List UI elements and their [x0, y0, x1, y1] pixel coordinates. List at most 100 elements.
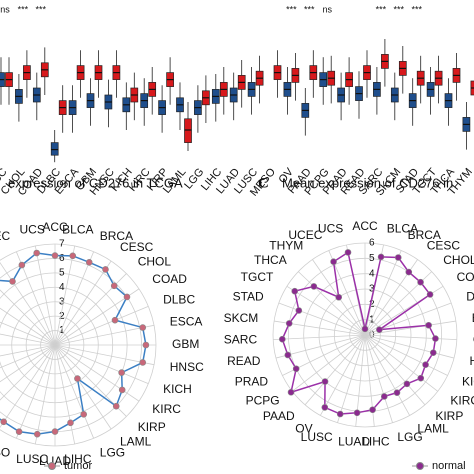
r-tick-label: 7	[59, 239, 65, 250]
category-label: LUAD	[338, 435, 370, 449]
radar-point	[33, 430, 41, 438]
spoke	[364, 334, 410, 416]
radar-point	[292, 365, 300, 373]
category-label: ACC	[352, 219, 378, 233]
category-label: UCEC	[0, 229, 11, 243]
category-label: BLCA	[387, 221, 418, 235]
category-label: DLBC	[163, 292, 195, 306]
category-label: OV	[295, 422, 312, 436]
significance-label: ***	[376, 4, 387, 14]
category-label: PCPG	[246, 393, 280, 407]
radar-point	[377, 253, 385, 261]
category-label: LUAD	[39, 454, 71, 468]
radar-line	[0, 252, 147, 435]
spoke	[364, 334, 457, 341]
radar-point	[33, 249, 41, 257]
category-label: ESCA	[170, 314, 203, 328]
category-label: ESCA	[472, 311, 474, 325]
significance-label: ***	[18, 4, 29, 14]
r-tick-label: 1	[59, 325, 65, 336]
radar-point	[393, 389, 401, 396]
category-label: SKCM	[224, 311, 259, 325]
radar-point	[369, 406, 376, 414]
radar-point	[67, 419, 74, 427]
category-label: KICH	[163, 382, 192, 396]
radar-point	[344, 249, 352, 256]
spoke	[54, 344, 76, 445]
category-label: READ	[227, 354, 261, 368]
category-label: LAML	[417, 422, 449, 436]
spoke	[364, 334, 448, 376]
radar-point	[403, 380, 411, 388]
radar-point	[422, 361, 429, 369]
spoke	[0, 261, 56, 346]
radar-title: Mean expression of CD276 in	[282, 175, 453, 190]
category-label: HNSC	[470, 354, 474, 368]
legend-label: normal	[432, 460, 466, 472]
radar-point	[85, 259, 93, 266]
radar-point	[405, 268, 413, 276]
spoke	[0, 321, 56, 346]
radar-point	[139, 324, 147, 331]
radar-point	[69, 252, 77, 260]
radar-point	[336, 410, 344, 418]
category-label: GBM	[172, 337, 199, 351]
r-tick-label: 6	[59, 253, 65, 264]
radar-point	[285, 320, 293, 327]
radar-point	[353, 409, 361, 417]
radar-point	[394, 254, 402, 261]
r-tick-label: 2	[369, 299, 375, 310]
significance-label: ***	[394, 4, 405, 14]
radar-point	[380, 393, 388, 400]
legend-label: tumor	[64, 460, 92, 472]
r-tick-label: 5	[59, 267, 65, 278]
category-label: TGCT	[241, 270, 274, 284]
radar-point	[425, 321, 432, 329]
radar-title: expression of CD276 in TCGA	[8, 175, 183, 190]
spoke	[0, 289, 56, 346]
radar-point	[361, 325, 369, 333]
category-label: CHOL	[443, 253, 474, 267]
r-tick-label: 3	[369, 284, 375, 295]
radar-point	[417, 278, 424, 286]
radar-point	[51, 252, 59, 259]
spoke	[54, 324, 155, 346]
radar-point	[74, 375, 81, 382]
radar-point	[123, 293, 131, 301]
spoke	[54, 344, 155, 366]
radar-point	[291, 287, 299, 295]
spoke	[286, 285, 366, 336]
category-label: KIRP	[435, 409, 463, 423]
radar-point	[432, 335, 439, 342]
category-label: THYM	[269, 239, 303, 253]
spoke	[54, 251, 95, 346]
category-label: UCS	[20, 222, 45, 236]
radar-point	[321, 378, 329, 385]
spoke	[54, 245, 76, 346]
r-tick-label: 6	[369, 238, 375, 249]
spoke	[54, 305, 149, 346]
category-label: PAAD	[263, 409, 295, 423]
legend-marker	[416, 462, 424, 470]
category-label: SARC	[224, 333, 258, 347]
significance-label: ***	[304, 4, 315, 14]
spoke	[364, 250, 402, 336]
radar-point	[426, 291, 434, 298]
spoke	[298, 271, 366, 336]
radar-point	[118, 369, 125, 376]
category-label: THCA	[254, 253, 287, 267]
radar-point	[335, 293, 343, 301]
spoke	[34, 245, 56, 346]
category-label: LUSC	[16, 452, 48, 466]
radar-point	[287, 388, 295, 396]
spoke	[0, 344, 56, 369]
significance-label: ***	[411, 4, 422, 14]
category-label: KIRP	[138, 420, 166, 434]
radar-point	[330, 258, 337, 266]
legend-marker	[48, 462, 56, 470]
radar-point	[51, 428, 59, 435]
spoke	[364, 334, 455, 359]
radar-point	[15, 428, 23, 435]
radar-point	[111, 316, 119, 324]
